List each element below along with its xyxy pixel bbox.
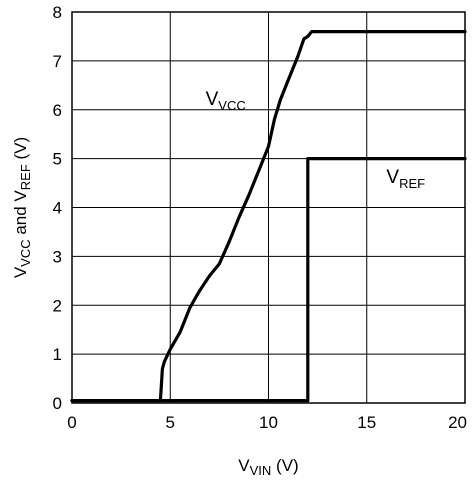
series-label-vref: VREF: [386, 167, 425, 191]
y-tick-label-3: 3: [53, 247, 62, 266]
x-tick-label-3: 15: [357, 413, 376, 432]
y-tick-label-5: 5: [53, 150, 62, 169]
plot-frame: [71, 11, 466, 404]
y-tick-label-7: 7: [53, 52, 62, 71]
x-tick-label-2: 10: [259, 413, 278, 432]
series-line-vcc: [70, 30, 467, 403]
y-tick-labels: 0 1 2 3 4 5 6 7 8: [53, 3, 62, 413]
x-tick-labels: 0 5 10 15 20: [67, 413, 467, 432]
series-label-vcc: VVCC: [206, 89, 246, 113]
y-tick-label-2: 2: [53, 296, 62, 315]
x-tick-label-0: 0: [67, 413, 76, 432]
x-axis-title: VVIN (V): [238, 456, 298, 478]
y-tick-label-1: 1: [53, 345, 62, 364]
y-tick-label-8: 8: [53, 3, 62, 22]
x-tick-label-4: 20: [448, 413, 467, 432]
y-tick-label-6: 6: [53, 101, 62, 120]
x-tick-label-1: 5: [166, 413, 175, 432]
y-axis-title: VVCC and VREF (V): [11, 137, 33, 278]
series-lines: [70, 30, 467, 403]
grid: [71, 11, 466, 404]
y-tick-label-4: 4: [53, 199, 62, 218]
y-tick-label-0: 0: [53, 394, 62, 413]
series-line-vref: [70, 157, 467, 403]
